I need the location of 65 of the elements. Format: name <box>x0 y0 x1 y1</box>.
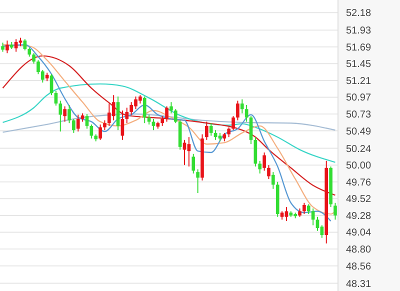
y-tick-label: 49.04 <box>346 228 372 239</box>
line-series <box>2 55 336 196</box>
y-tick-label: 51.45 <box>346 59 372 70</box>
candlestick <box>267 164 270 180</box>
candlestick <box>142 96 146 124</box>
candlestick <box>192 153 196 174</box>
candlestick <box>63 106 66 122</box>
y-tick-label: 48.31 <box>346 278 372 290</box>
candlestick <box>6 40 9 54</box>
y-tick-label: 51.21 <box>346 76 372 87</box>
y-tick-label: 50.97 <box>346 92 372 104</box>
y-tick-label: 50.00 <box>346 160 372 172</box>
y-tick-label: 49.76 <box>346 177 372 188</box>
candlestick <box>244 104 248 122</box>
candlestick <box>232 116 235 131</box>
candlestick <box>72 118 76 134</box>
y-tick-label: 51.93 <box>346 26 372 37</box>
candlestick <box>32 52 36 64</box>
candlestick <box>98 124 102 140</box>
candlestick <box>165 106 168 122</box>
y-tick-label: 50.24 <box>346 144 372 155</box>
candlestick <box>28 47 32 58</box>
candlestick <box>306 204 310 215</box>
y-tick-label: 52.18 <box>346 8 372 20</box>
candlestick <box>50 74 54 96</box>
candlestick <box>209 122 213 136</box>
candlestick <box>76 114 80 132</box>
y-tick-label: 48.56 <box>346 261 372 272</box>
candlestick <box>334 202 337 220</box>
candlestick <box>258 160 262 174</box>
candlestick <box>249 116 253 145</box>
y-tick-label: 49.52 <box>346 194 372 206</box>
candlestick <box>116 96 120 131</box>
line-series <box>2 113 336 133</box>
candlestick <box>174 108 178 124</box>
candlestick <box>187 136 191 167</box>
candlestick <box>160 116 164 126</box>
candlestick <box>85 114 89 130</box>
candlestick <box>170 102 173 114</box>
candlestick <box>196 168 200 194</box>
candlestick <box>182 139 186 166</box>
y-tick-label: 50.49 <box>346 126 372 138</box>
y-tick-label: 48.80 <box>346 244 372 256</box>
candlestick <box>112 94 116 121</box>
candlestick <box>54 90 58 106</box>
y-tick-label: 49.28 <box>346 210 372 222</box>
candlestick <box>205 121 208 140</box>
candlestick <box>1 42 4 52</box>
candlestick <box>125 107 129 124</box>
line-series <box>2 83 336 163</box>
candlestick <box>227 126 231 138</box>
candlestick <box>240 98 244 114</box>
candlestick <box>68 104 71 124</box>
candlestick <box>272 172 275 190</box>
candlestick <box>262 152 266 172</box>
candlestick <box>23 38 27 51</box>
candlestick <box>103 120 106 131</box>
candlestick <box>236 100 240 121</box>
candlestick <box>302 202 306 215</box>
y-tick-label: 51.69 <box>346 42 372 54</box>
candlestick <box>152 118 156 131</box>
y-tick-label: 50.73 <box>346 110 372 121</box>
candlestick <box>14 38 18 52</box>
candlestick <box>58 100 62 132</box>
candlestick <box>316 216 320 232</box>
